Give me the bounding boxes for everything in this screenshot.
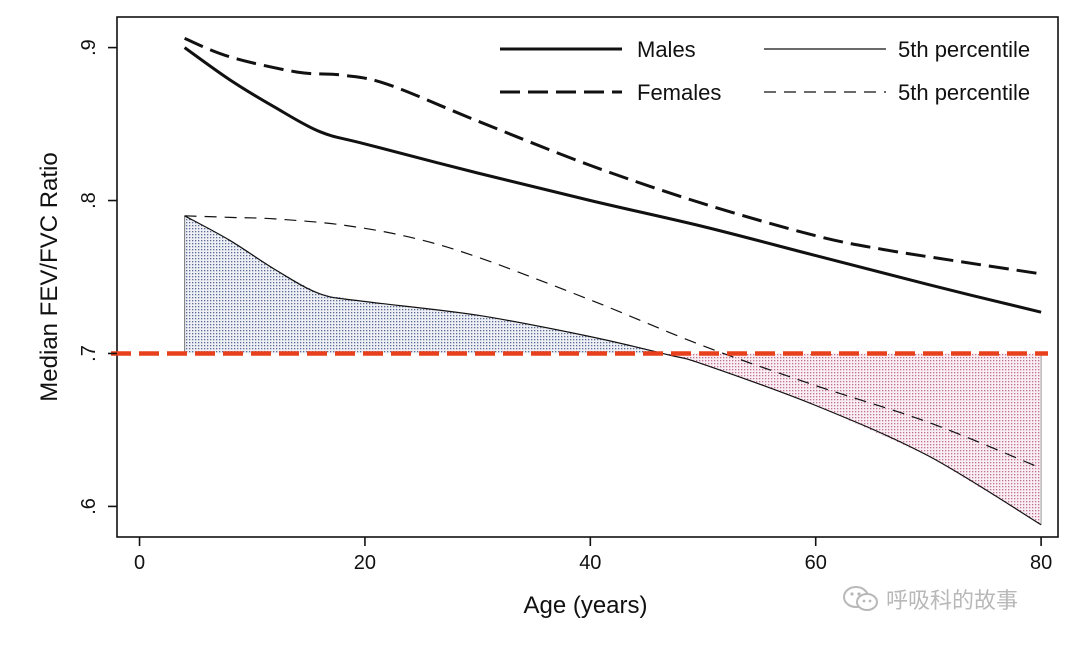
shade-region-below-ref	[663, 353, 1042, 525]
series-line-females	[184, 37, 1042, 276]
watermark-text: 呼吸科的故事	[886, 589, 1019, 614]
x-tick-label-20: 20	[354, 552, 376, 574]
plot-frame	[116, 16, 1059, 538]
x-tick-label-0: 0	[134, 552, 145, 574]
x-axis-title: Age (years)	[523, 592, 647, 619]
y-axis-title: Median FEV/FVC Ratio	[36, 152, 63, 401]
y-tick-label-0.9: .9	[78, 39, 100, 56]
shade-region-above-ref	[184, 215, 663, 354]
x-tick-label-60: 60	[805, 552, 827, 574]
x-tick-label-80: 80	[1030, 552, 1052, 574]
legend-males-5th-percentile-label: 5th percentile	[898, 37, 1030, 62]
wechat-icon	[843, 586, 878, 611]
series-line-males-5th-percentile	[184, 215, 1042, 526]
series-lines	[183, 37, 1042, 526]
legend-males-label: Males	[637, 37, 696, 62]
series-line-females-5th-percentile	[184, 215, 1042, 469]
x-tick-label-40: 40	[579, 552, 601, 574]
legend-females-label: Females	[637, 80, 721, 105]
shaded-regions	[184, 215, 1042, 525]
legend-females-5th-percentile-label: 5th percentile	[898, 80, 1030, 105]
series-line-males	[183, 46, 1042, 314]
y-tick-label-0.7: .7	[78, 345, 100, 362]
watermark: 呼吸科的故事	[842, 582, 1018, 616]
y-tick-label-0.6: .6	[78, 498, 100, 515]
axes: 0 20 40 60 80 .6 .7 .8 .9 Age (years) Median FEV/F…	[36, 39, 1052, 619]
y-tick-label-0.8: .8	[78, 192, 100, 209]
legend: Males 5th percentile Females 5th percentile	[500, 37, 1030, 105]
